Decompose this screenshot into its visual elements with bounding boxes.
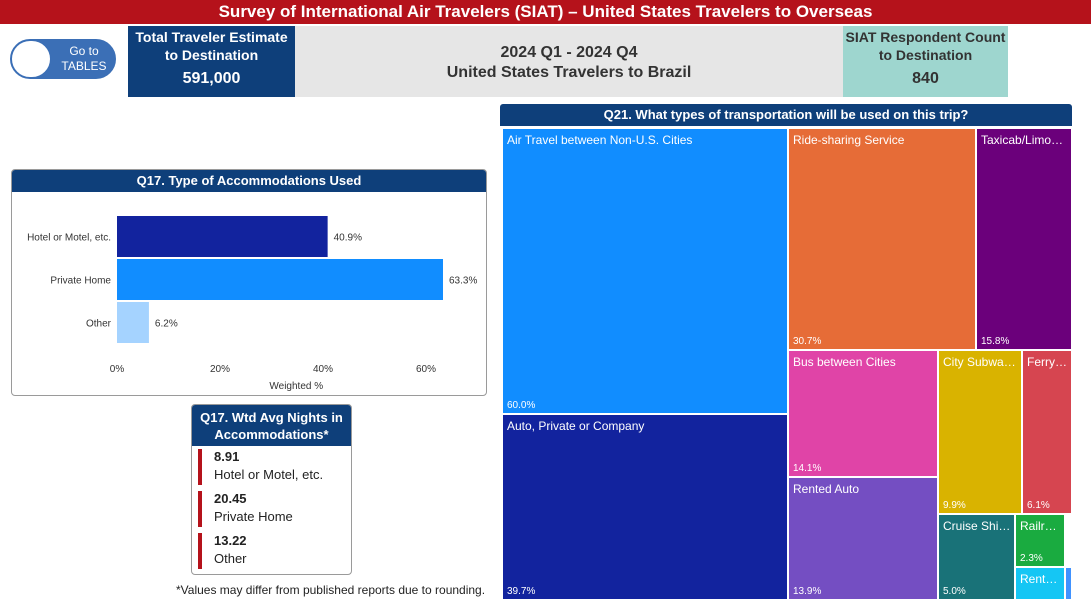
category-label: Private Home (50, 276, 111, 287)
treemap-tile-percent: 5.0% (943, 586, 966, 597)
respondent-count-title: SIAT Respondent Count to Destination (845, 29, 1006, 63)
nights-item-private-home: 20.45 Private Home (198, 491, 348, 527)
accommodations-chart-title: Q17. Type of Accommodations Used (12, 170, 486, 192)
treemap-tile-percent: 14.1% (793, 463, 822, 474)
treemap-tile-percent: 13.9% (793, 586, 822, 597)
treemap-tile[interactable]: Rented Auto 13.9% (788, 477, 938, 600)
treemap-tile[interactable]: Rented Bicycle (1015, 567, 1065, 600)
transportation-treemap-panel: Q21. What types of transportation will b… (500, 104, 1072, 600)
x-tick-label: 0% (110, 364, 125, 375)
x-axis-label: Weighted % (269, 381, 323, 392)
respondent-count-card: SIAT Respondent Count to Destination 840 (843, 26, 1008, 97)
treemap-tile-label: Bus between Cities (793, 355, 896, 369)
accommodations-chart-panel: Q17. Type of Accommodations Used Hotel o… (11, 169, 487, 396)
treemap-tile-percent: 6.1% (1027, 500, 1050, 511)
avg-nights-panel: Q17. Wtd Avg Nights in Accommodations* 8… (191, 404, 352, 575)
treemap-tile[interactable]: Air Travel between Non-U.S. Cities 60.0% (502, 128, 788, 414)
total-traveler-value: 591,000 (182, 70, 241, 87)
treemap-tile-percent: 30.7% (793, 336, 822, 347)
bar-2 (117, 302, 149, 343)
transportation-treemap-title: Q21. What types of transportation will b… (500, 104, 1072, 126)
x-tick-label: 20% (210, 364, 230, 375)
treemap-tile-label: Cruise Ship/River Boat (943, 519, 1012, 533)
nights-value: 8.91 (214, 449, 240, 464)
treemap-tile-label: Railroad between Cities (1020, 519, 1062, 533)
treemap-tile-percent: 2.3% (1020, 553, 1043, 564)
accommodations-bar-chart: Hotel or Motel, etc. 40.9% Private Home 63.… (27, 216, 477, 392)
treemap-tile-label: Ferry/Boat (1027, 355, 1069, 369)
period-banner: 2024 Q1 - 2024 Q4 United States Traveler… (295, 26, 843, 97)
dashboard-title: Survey of International Air Travelers (S… (0, 0, 1091, 24)
nights-item-other: 13.22 Other (198, 533, 348, 569)
bar-0 (117, 216, 328, 257)
nights-value: 13.22 (214, 533, 247, 548)
nights-label: Hotel or Motel, etc. (214, 467, 324, 482)
total-traveler-title: Total Traveler Estimate to Destination (135, 29, 288, 63)
nights-value: 20.45 (214, 491, 247, 506)
x-tick-label: 60% (416, 364, 436, 375)
treemap-tile[interactable]: Bus between Cities 14.1% (788, 350, 938, 477)
value-label: 40.9% (334, 233, 362, 244)
category-label: Hotel or Motel, etc. (27, 233, 111, 244)
treemap-tile[interactable]: Auto, Private or Company 39.7% (502, 414, 788, 600)
avg-nights-title: Q17. Wtd Avg Nights in Accommodations* (192, 405, 351, 446)
treemap-tile-label: Rented Auto (793, 482, 860, 496)
treemap-tile[interactable] (1065, 567, 1072, 600)
treemap-tile-label: City Subway/Tram (943, 355, 1019, 369)
x-tick-label: 40% (313, 364, 333, 375)
treemap-tile-percent: 60.0% (507, 400, 536, 411)
treemap-tile[interactable]: Taxicab/Limousine 15.8% (976, 128, 1072, 350)
treemap-tile[interactable]: Railroad between Cities 2.3% (1015, 514, 1065, 567)
treemap-tile-percent: 9.9% (943, 500, 966, 511)
nights-item-hotel: 8.91 Hotel or Motel, etc. (198, 449, 348, 485)
period-destination: United States Travelers to Brazil (446, 64, 692, 81)
category-label: Other (86, 319, 112, 330)
total-traveler-card: Total Traveler Estimate to Destination 5… (128, 26, 295, 97)
value-label: 6.2% (155, 319, 178, 330)
period-range: 2024 Q1 - 2024 Q4 (500, 44, 638, 61)
treemap-tile-percent: 39.7% (507, 586, 536, 597)
nights-label: Other (214, 551, 247, 566)
value-label: 63.3% (449, 276, 477, 287)
treemap-tile-label: Air Travel between Non-U.S. Cities (507, 133, 693, 147)
treemap-tile-percent: 15.8% (981, 336, 1010, 347)
go-to-tables-button[interactable]: Go to TABLES (10, 39, 116, 79)
respondent-count-value: 840 (912, 70, 939, 87)
go-to-tables-label: Go to TABLES (61, 44, 107, 73)
treemap-tile-label: Rented Bicycle (1020, 572, 1062, 586)
rounding-footnote: *Values may differ from published report… (176, 583, 486, 597)
treemap-tile-label: Ride-sharing Service (793, 133, 905, 147)
treemap-tile[interactable]: Cruise Ship/River Boat 5.0% (938, 514, 1015, 600)
treemap-tile[interactable]: Ride-sharing Service 30.7% (788, 128, 976, 350)
treemap-tile[interactable]: City Subway/Tram 9.9% (938, 350, 1022, 514)
toggle-knob-icon (11, 40, 51, 78)
bar-1 (117, 259, 443, 300)
treemap-tile[interactable]: Ferry/Boat 6.1% (1022, 350, 1072, 514)
nights-label: Private Home (214, 509, 293, 524)
treemap-tile-label: Auto, Private or Company (507, 419, 645, 433)
treemap-tile-label: Taxicab/Limousine (981, 133, 1069, 147)
